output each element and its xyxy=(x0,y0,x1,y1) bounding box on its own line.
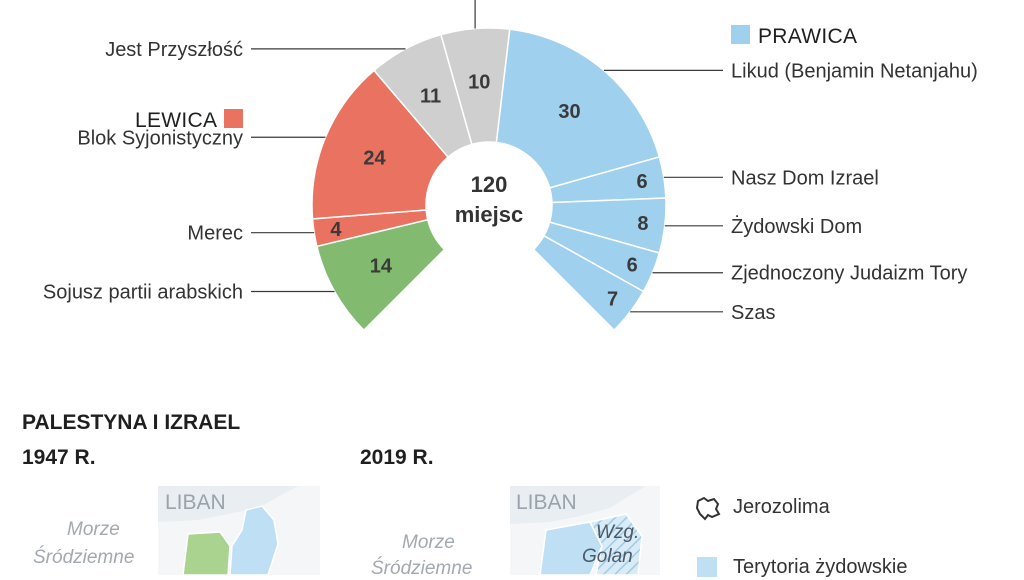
chart-slice xyxy=(532,234,645,332)
center-label-text: miejsc xyxy=(455,202,524,227)
chart-party-label: Szas xyxy=(731,302,775,324)
chart-value-label: 4 xyxy=(330,219,342,241)
map-1947-label-liban: LIBAN xyxy=(165,491,226,514)
legend-swatch-lewica xyxy=(224,109,243,128)
chart-value-label: 7 xyxy=(607,289,618,311)
map-legend-jerusalem-label: Jerozolima xyxy=(733,496,830,518)
chart-value-label: 6 xyxy=(627,254,638,276)
chart-party-labels: Sojusz partii arabskich Merec Blok Syjonis… xyxy=(43,39,978,324)
sea-label-left-1: Morze xyxy=(67,519,120,540)
center-label: 120 miejsc xyxy=(455,172,524,227)
map-legend-jewish-territory-label: Terytoria żydowskie xyxy=(733,556,908,578)
chart-slice xyxy=(495,28,661,189)
map-legend-jewish-territory-swatch xyxy=(697,557,717,577)
sea-label-left-2: Śródziemne xyxy=(33,547,135,568)
chart-slice xyxy=(311,69,450,220)
chart-party-label: Zjednoczony Judaizm Tory xyxy=(731,263,967,285)
chart-slices xyxy=(311,27,667,332)
map-1947: LIBAN xyxy=(158,486,320,575)
map-2019-shapes xyxy=(510,486,660,575)
chart-value-label: 6 xyxy=(637,171,648,193)
map-2019: LIBAN Wzg. Golan xyxy=(510,486,660,575)
map-2019-label-liban: LIBAN xyxy=(516,491,577,514)
sea-label-right-1: Morze xyxy=(402,532,455,553)
chart-value-label: 8 xyxy=(637,213,648,235)
legend-label-prawica: PRAWICA xyxy=(758,25,857,48)
chart-leader-lines xyxy=(251,0,723,313)
map-year-left: 1947 R. xyxy=(22,446,96,469)
legend-swatch-prawica xyxy=(731,25,750,44)
legend-group-prawica: PRAWICA xyxy=(731,25,857,48)
chart-value-label: 14 xyxy=(370,256,393,278)
map-2019-label-golan-1: Wzg. xyxy=(596,522,640,543)
chart-party-label: Sojusz partii arabskich xyxy=(43,281,243,303)
center-label-number: 120 xyxy=(471,172,508,197)
legend-label-lewica: LEWICA xyxy=(135,109,217,132)
chart-party-label: Likud (Benjamin Netanjahu) xyxy=(731,60,978,82)
map-1947-shapes xyxy=(158,486,320,575)
chart-value-label: 30 xyxy=(558,101,580,123)
chart-value-label: 10 xyxy=(468,71,490,93)
maps-section-title: PALESTYNA I IZRAEL xyxy=(22,411,241,434)
legend-group-lewica: LEWICA xyxy=(135,109,243,132)
chart-value-label: 24 xyxy=(363,148,386,170)
chart-party-label: Merec xyxy=(187,223,243,245)
chart-party-label: Jest Przyszłość xyxy=(105,39,243,61)
map-year-right: 2019 R. xyxy=(360,446,434,469)
map-2019-label-golan-2: Golan xyxy=(582,546,633,567)
chart-party-label: Blok Syjonistyczny xyxy=(77,127,243,149)
chart-value-label: 11 xyxy=(420,86,441,108)
chart-party-label: Żydowski Dom xyxy=(731,215,862,238)
jerusalem-outline-icon xyxy=(695,496,721,521)
sea-label-right-2: Śródziemne xyxy=(371,558,473,579)
chart-center-hole xyxy=(427,143,551,267)
chart-party-label: Nasz Dom Izrael xyxy=(731,167,879,189)
